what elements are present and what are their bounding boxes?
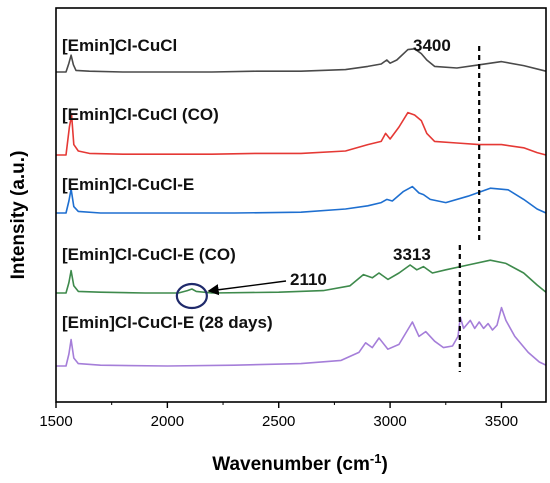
x-axis-title-sup: -1 xyxy=(370,451,382,466)
annotation-arrow-2110 xyxy=(207,280,287,296)
x-axis-title-close: ) xyxy=(381,454,387,475)
series-line-4 xyxy=(56,259,547,294)
series-label-emin-cucl-co: [Emin]Cl-CuCl (CO) xyxy=(62,105,219,124)
x-tick-label: 2000 xyxy=(151,413,184,430)
series-line-1 xyxy=(56,48,547,73)
series-line-5 xyxy=(56,306,547,367)
highlight-circle-2110 xyxy=(175,282,208,310)
x-tick-label: 1500 xyxy=(39,413,72,430)
series-label-emin-cucl-e-28-days: [Emin]Cl-CuCl-E (28 days) xyxy=(62,313,273,332)
annotation-3400: 3400 xyxy=(413,36,451,55)
x-axis-title: Wavenumber (cm-1) xyxy=(212,451,388,476)
series-line-2 xyxy=(56,111,547,156)
annotation-2110: 2110 xyxy=(290,270,327,289)
annotation-3313: 3313 xyxy=(393,245,431,264)
plot-frame xyxy=(55,7,547,403)
series-label-emin-cucl-e: [Emin]Cl-CuCl-E xyxy=(62,175,194,194)
series-layer xyxy=(56,48,547,367)
series-line-3 xyxy=(56,185,547,214)
x-tick-label: 3000 xyxy=(373,413,406,430)
x-tick-label: 3500 xyxy=(485,413,518,430)
series-label-emin-cucl-e-co: [Emin]Cl-CuCl-E (CO) xyxy=(62,245,236,264)
y-axis-title: Intensity (a.u.) xyxy=(8,151,29,280)
reference-markers xyxy=(175,46,481,372)
x-axis-title-main: Wavenumber (cm xyxy=(212,454,370,475)
x-axis-ticks: 1500 2000 2500 3000 3500 xyxy=(39,402,518,430)
series-label-emin-cucl: [Emin]Cl-CuCl xyxy=(62,36,177,55)
x-tick-label: 2500 xyxy=(262,413,295,430)
